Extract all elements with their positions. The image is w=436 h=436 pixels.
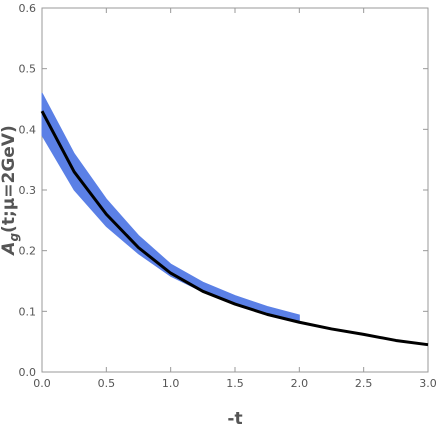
y-tick-label: 0.0: [19, 366, 37, 379]
x-axis-label: -t: [227, 409, 242, 429]
y-label-main: A: [0, 242, 19, 257]
x-tick-label: 2.0: [291, 377, 309, 390]
y-tick-label: 0.5: [19, 63, 37, 76]
x-tick-label: 1.0: [162, 377, 180, 390]
x-tick-label: 3.0: [419, 377, 436, 390]
x-tick-label: 2.5: [355, 377, 373, 390]
x-tick-label: 0.5: [98, 377, 116, 390]
curve: [40, 110, 429, 347]
y-tick-label: 0.4: [19, 123, 37, 136]
y-label-sub: g: [7, 233, 21, 242]
y-tick-label: 0.1: [19, 305, 37, 318]
y-tick-label: 0.2: [19, 245, 37, 258]
x-tick-label: 0.0: [33, 377, 51, 390]
y-tick-label: 0.6: [19, 2, 37, 15]
y-axis-label: Ag(t;μ=2GeV): [0, 125, 21, 256]
x-tick-label: 1.5: [226, 377, 244, 390]
y-tick-label: 0.3: [19, 184, 37, 197]
y-label-rest: (t;μ=2GeV): [0, 125, 19, 233]
band: [41, 92, 300, 322]
